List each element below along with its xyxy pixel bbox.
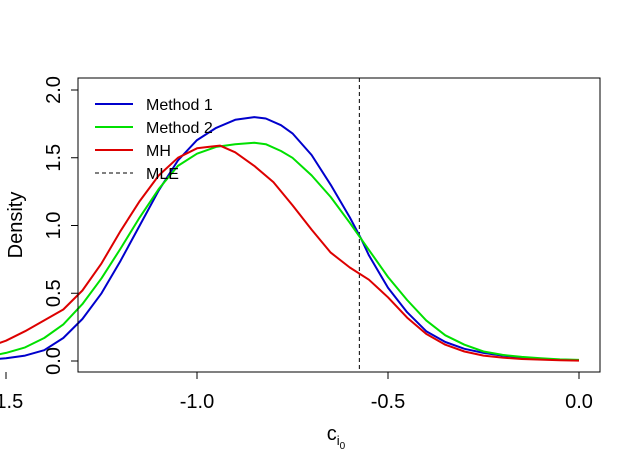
legend-label-mle: MLE (146, 166, 179, 183)
y-tick-label: 1.5 (43, 144, 65, 172)
legend-label-method-1: Method 1 (146, 97, 213, 114)
series-line-mh (0, 144, 580, 362)
series-line-method-2 (0, 141, 580, 361)
x-tick-label: -1.0 (180, 391, 214, 413)
legend-label-method-2: Method 2 (146, 120, 213, 137)
legend-label-mh: MH (146, 143, 171, 160)
x-axis-title-subsubscript: 0 (340, 441, 346, 452)
y-tick-label: 1.0 (43, 212, 65, 240)
legend: Method 1 Method 2 MH MLE (95, 97, 213, 183)
axes: -1.5 -1.0 -0.5 0.0 0.0 0.5 1.0 1.5 2.0 Density ci0 (0, 76, 601, 452)
y-axis-title: Density (5, 192, 27, 259)
x-axis-title: ci0 (327, 423, 346, 452)
x-axis-title-subscript: i (337, 433, 340, 448)
y-tick-label: 2.0 (43, 76, 65, 104)
x-tick-label: -0.5 (371, 391, 405, 413)
x-tick-label: 0.0 (565, 391, 593, 413)
x-axis-title-base: c (327, 423, 337, 445)
y-tick-label: 0.5 (43, 279, 65, 307)
series-line-method-1 (0, 116, 580, 362)
x-tick-label: -1.5 (0, 391, 23, 413)
plot-area (0, 78, 580, 372)
y-tick-label: 0.0 (43, 347, 65, 375)
